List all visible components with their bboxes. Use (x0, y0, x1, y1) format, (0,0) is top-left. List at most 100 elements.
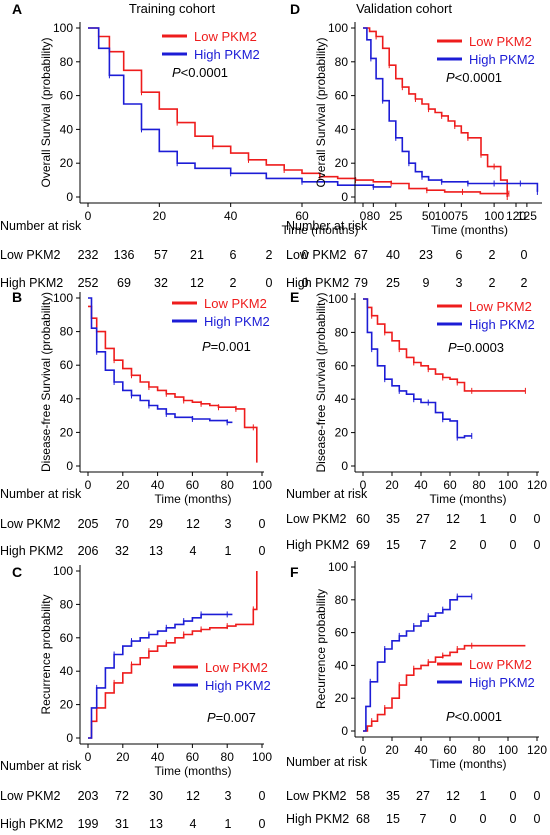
risk-count: 3 (225, 789, 232, 803)
risk-table-title: Number at risk (0, 219, 82, 233)
risk-count: 1 (225, 817, 232, 831)
y-tick-label: 60 (60, 631, 74, 645)
risk-count: 9 (423, 276, 430, 290)
x-tick-label: 80 (367, 209, 381, 223)
p-value: P<0.0001 (446, 709, 502, 724)
risk-count: 1 (480, 789, 487, 803)
risk-count: 2 (521, 276, 528, 290)
p-value-symbol: P (446, 709, 455, 724)
x-axis-label: Time (months) (430, 492, 507, 506)
legend-label-high-pkm2: High PKM2 (205, 678, 271, 693)
risk-count: 29 (149, 517, 163, 531)
risk-row-label: Low PKM2 (286, 512, 346, 526)
risk-count: 0 (534, 538, 541, 552)
p-value-symbol: P (202, 339, 211, 354)
risk-count: 0 (480, 538, 487, 552)
risk-row-label: High PKM2 (0, 817, 63, 831)
x-tick-label: 20 (116, 478, 130, 492)
y-tick-label: 100 (328, 21, 348, 35)
y-tick-label: 40 (335, 122, 349, 136)
p-value-symbol: P (207, 710, 216, 725)
panel-label-a: A (12, 1, 22, 17)
risk-count: 27 (416, 512, 430, 526)
y-tick-label: 0 (341, 724, 348, 738)
y-tick-label: 60 (335, 359, 349, 373)
y-tick-label: 60 (60, 89, 74, 103)
x-tick-label: 80 (472, 478, 486, 492)
km-curve-high-pkm2 (88, 297, 233, 424)
risk-count: 0 (521, 248, 528, 262)
panel-label-e: E (290, 289, 299, 305)
risk-count: 0 (266, 276, 273, 290)
risk-count: 4 (190, 817, 197, 831)
y-tick-label: 40 (60, 664, 74, 678)
p-value: P<0.0001 (446, 70, 502, 85)
p-value-symbol: P (448, 340, 457, 355)
risk-table-title: Number at risk (286, 219, 368, 233)
panel-label-f: F (290, 564, 299, 580)
legend-label-high-pkm2: High PKM2 (469, 52, 535, 67)
y-tick-label: 100 (328, 292, 348, 306)
y-axis-label: Overall Survival (probability) (314, 37, 328, 187)
risk-count: 7 (420, 812, 427, 826)
validation-cohort-header: Validation cohort (356, 1, 452, 16)
risk-count: 0 (534, 789, 541, 803)
risk-count: 0 (480, 812, 487, 826)
risk-count: 57 (154, 248, 168, 262)
risk-count: 232 (78, 248, 99, 262)
risk-count: 69 (356, 538, 370, 552)
risk-count: 68 (356, 812, 370, 826)
p-value-text: <0.0001 (455, 70, 502, 85)
x-tick-label: 0 (85, 750, 92, 764)
risk-count: 0 (259, 817, 266, 831)
km-curve-high-pkm2 (363, 595, 472, 732)
risk-count: 206 (78, 544, 99, 558)
x-tick-label: 40 (151, 750, 165, 764)
x-axis-label: Time (months) (155, 492, 232, 506)
p-value-text: =0.001 (211, 339, 251, 354)
y-tick-label: 20 (60, 156, 74, 170)
y-tick-label: 60 (335, 89, 349, 103)
y-tick-label: 100 (53, 564, 73, 578)
y-tick-label: 60 (60, 358, 74, 372)
risk-count: 4 (190, 544, 197, 558)
x-tick-label: 60 (443, 743, 457, 757)
risk-count: 3 (456, 276, 463, 290)
risk-row-label: High PKM2 (286, 812, 349, 826)
y-tick-label: 80 (335, 593, 349, 607)
x-tick-label: 80 (221, 750, 235, 764)
risk-count: 32 (115, 544, 129, 558)
legend-label-high-pkm2: High PKM2 (469, 317, 535, 332)
risk-count: 69 (117, 276, 131, 290)
risk-count: 6 (230, 248, 237, 262)
y-tick-label: 100 (53, 21, 73, 35)
risk-row-label: High PKM2 (0, 276, 63, 290)
y-tick-label: 0 (341, 459, 348, 473)
risk-row-label: High PKM2 (286, 276, 349, 290)
y-tick-label: 20 (335, 426, 349, 440)
risk-count: 70 (115, 517, 129, 531)
km-curve-high-pkm2 (363, 298, 472, 439)
legend-label-high-pkm2: High PKM2 (194, 47, 260, 62)
p-value-text: <0.0001 (455, 709, 502, 724)
y-tick-label: 80 (60, 597, 74, 611)
x-tick-label: 100 (484, 209, 504, 223)
legend-label-low-pkm2: Low PKM2 (205, 660, 268, 675)
y-tick-label: 60 (335, 626, 349, 640)
risk-count: 25 (386, 276, 400, 290)
risk-count: 12 (186, 789, 200, 803)
x-tick-label: 40 (414, 743, 428, 757)
x-tick-label: 25 (389, 209, 403, 223)
risk-count: 40 (386, 248, 400, 262)
x-tick-label: 80 (472, 743, 486, 757)
p-value-text: =0.0003 (457, 340, 504, 355)
x-tick-label: 0 (360, 743, 367, 757)
p-value-symbol: P (446, 70, 455, 85)
km-curve-low-pkm2 (88, 305, 258, 463)
risk-table-title: Number at risk (0, 487, 82, 501)
risk-row-label: Low PKM2 (286, 248, 346, 262)
y-tick-label: 80 (335, 325, 349, 339)
x-tick-label: 20 (385, 478, 399, 492)
